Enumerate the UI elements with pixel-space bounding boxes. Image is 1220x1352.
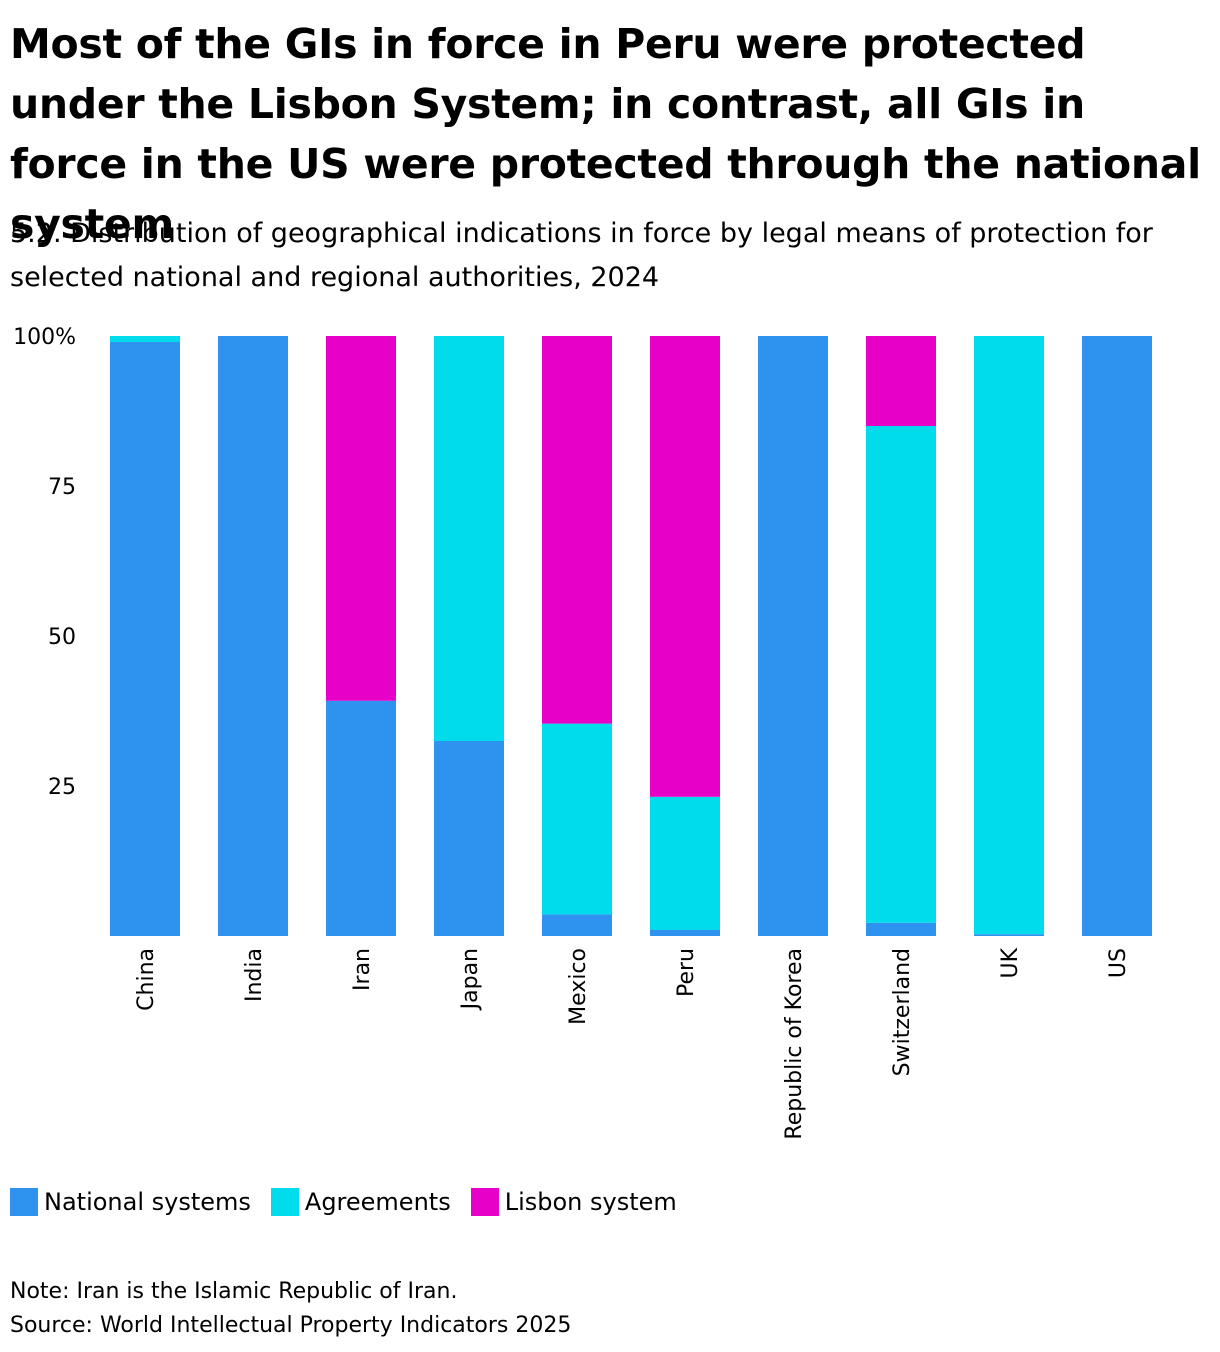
stacked-bar-chart: 25 50 75 100% China India Iran Japan Mexico Peru R… (13, 325, 1152, 1140)
bar-segment (110, 336, 180, 342)
bar-segment (434, 741, 504, 936)
bar-segment (974, 934, 1044, 936)
bar-segment (866, 336, 936, 426)
bar-segment (326, 336, 396, 701)
bar-segment (542, 336, 612, 724)
x-tick-label: UK (998, 947, 1023, 978)
bar-segment (110, 342, 180, 936)
legend-label: Lisbon system (504, 1188, 677, 1216)
bar-segment (866, 426, 936, 923)
bar-segment (1082, 336, 1152, 936)
x-tick-label: Republic of Korea (782, 948, 807, 1140)
legend-swatch (10, 1188, 38, 1216)
x-tick-label: Peru (674, 948, 699, 997)
x-tick-label: India (242, 948, 267, 1002)
legend-label: National systems (44, 1188, 251, 1216)
bar-segment (758, 336, 828, 936)
bar-segment (542, 723, 612, 915)
y-tick-label: 100% (13, 325, 76, 350)
chart-title: Most of the GIs in force in Peru were pr… (10, 20, 1201, 248)
x-tick-label: Japan (458, 948, 483, 1011)
legend: National systems Agreements Lisbon system (10, 1188, 697, 1216)
bar-segment (650, 336, 720, 797)
x-tick-label: Iran (350, 948, 375, 991)
bar-segment (866, 922, 936, 936)
y-tick-label: 75 (48, 475, 76, 500)
legend-item: National systems (10, 1188, 251, 1216)
bar-segment (542, 914, 612, 936)
x-tick-label: Mexico (566, 948, 591, 1025)
legend-swatch (270, 1188, 299, 1216)
bar-segment (974, 336, 1044, 935)
source-note: Source: World Intellectual Property Indi… (10, 1313, 572, 1338)
legend-label: Agreements (304, 1188, 451, 1216)
y-tick-label: 25 (48, 775, 76, 800)
legend-item: Agreements (270, 1188, 451, 1216)
bar-segment (434, 336, 504, 741)
x-tick-label: US (1106, 948, 1131, 978)
bar-segment (650, 930, 720, 936)
legend-item: Lisbon system (470, 1188, 677, 1216)
chart-subtitle: 5.2. Distribution of geographical indica… (10, 218, 1153, 293)
legend-swatch (470, 1188, 499, 1216)
x-tick-label: Switzerland (890, 948, 915, 1076)
x-tick-label: China (134, 948, 159, 1011)
footnote: Note: Iran is the Islamic Republic of Ir… (10, 1279, 458, 1304)
bar-segment (326, 700, 396, 936)
bar-segment (218, 336, 288, 936)
y-tick-label: 50 (48, 625, 76, 650)
bar-segment (650, 796, 720, 930)
